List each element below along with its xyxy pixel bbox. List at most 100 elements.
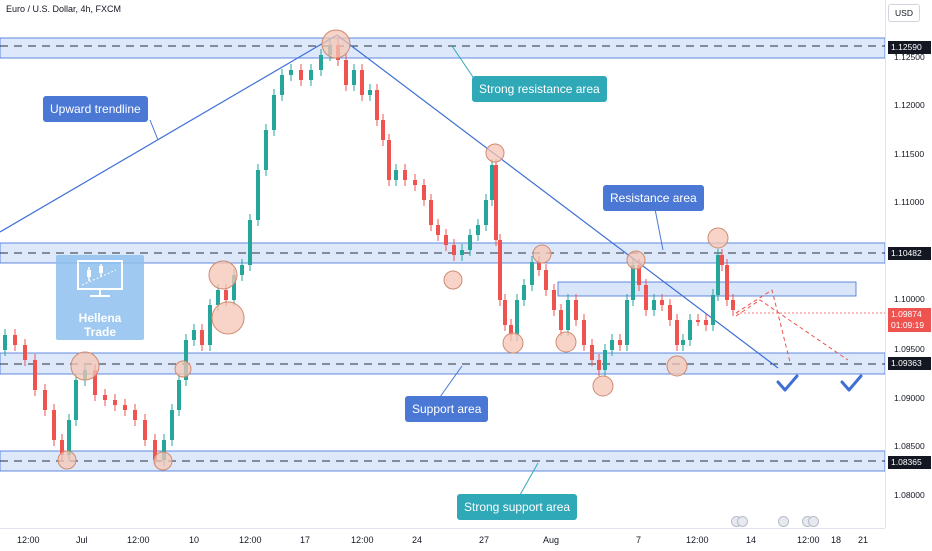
candle-body — [716, 255, 720, 295]
candle-body — [660, 300, 664, 305]
time-tick: 10 — [189, 535, 200, 545]
candle-body — [515, 300, 519, 335]
candle-body — [509, 325, 513, 335]
callout-pointer — [439, 365, 463, 398]
candle-body — [530, 262, 534, 285]
candle-body — [272, 95, 276, 130]
highlight-circle — [57, 450, 77, 470]
highlight-circle — [153, 451, 173, 471]
candle-body — [394, 170, 398, 180]
time-tick: 21 — [858, 535, 869, 545]
time-tick: 12:00 — [797, 535, 820, 545]
time-tick: 7 — [636, 535, 642, 545]
candle-body — [484, 200, 488, 225]
time-tick: 12:00 — [686, 535, 709, 545]
candle-body — [143, 420, 147, 440]
candle-body — [422, 185, 426, 200]
us-flag-icon[interactable] — [778, 516, 789, 527]
candle-body — [344, 60, 348, 85]
candle-body — [264, 130, 268, 170]
highlight-circle — [211, 301, 245, 335]
candle-body — [248, 220, 252, 265]
candle-body — [184, 340, 188, 380]
highlight-circle — [485, 143, 505, 163]
time-tick: 12:00 — [351, 535, 374, 545]
time-axis[interactable]: 12:00 Jul 12:00 10 12:00 17 12:00 24 27 … — [0, 528, 885, 551]
candle-body — [256, 170, 260, 220]
candle-body — [403, 170, 407, 180]
chart-pane[interactable]: Euro / U.S. Dollar, 4h, FXCM Hellena Tra… — [0, 0, 885, 528]
support-zone — [0, 352, 885, 375]
candle-body — [23, 345, 27, 360]
strong-resistance-label[interactable]: Strong resistance area — [472, 76, 607, 102]
support-area-label[interactable]: Support area — [405, 396, 489, 422]
candle-body — [368, 90, 372, 95]
candle-body — [93, 370, 97, 395]
candle-body — [208, 305, 212, 345]
candle-body — [552, 290, 556, 310]
us-flag-icon[interactable] — [737, 516, 748, 527]
candle-body — [652, 300, 656, 310]
price-tick: 1.11500 — [894, 149, 925, 159]
callout-pointer — [149, 119, 159, 141]
candle-body — [309, 70, 313, 80]
highlight-circle — [532, 244, 552, 264]
candle-body — [216, 290, 220, 305]
watermark-line2: Trade — [83, 325, 116, 339]
candle-body — [240, 265, 244, 275]
time-tick: 17 — [300, 535, 311, 545]
price-axis[interactable]: 1.12500 1.12000 1.11500 1.11000 1.10000 … — [885, 0, 932, 528]
price-tick: 1.09000 — [894, 393, 925, 403]
candle-body — [675, 320, 679, 345]
candle-body — [13, 335, 17, 345]
time-tick: Aug — [543, 535, 560, 545]
strong-support-zone — [0, 450, 885, 472]
highlight-circle — [443, 270, 463, 290]
candle-body — [704, 320, 708, 325]
level-badge-resistance: 1.10482 — [888, 247, 931, 260]
currency-button[interactable]: USD — [888, 4, 920, 22]
candle-body — [544, 270, 548, 290]
candle-body — [460, 250, 464, 255]
candle-body — [696, 320, 700, 322]
highlight-circle — [208, 260, 238, 290]
candle-body — [133, 410, 137, 420]
us-flag-icon[interactable] — [808, 516, 819, 527]
strong-support-label[interactable]: Strong support area — [457, 494, 578, 520]
candle-body — [436, 225, 440, 235]
checkmark-icon — [840, 374, 863, 392]
symbol-title: Euro / U.S. Dollar, 4h, FXCM — [6, 4, 122, 14]
level-badge-strong-resistance: 1.12590 — [888, 41, 931, 54]
candle-body — [610, 340, 614, 350]
price-chart[interactable] — [0, 0, 885, 528]
time-tick: Jul — [76, 535, 88, 545]
time-tick: 24 — [412, 535, 423, 545]
time-tick: 27 — [479, 535, 490, 545]
resistance-area-label[interactable]: Resistance area — [603, 185, 704, 211]
candle-body — [490, 165, 494, 200]
upward-trendline-label[interactable]: Upward trendline — [43, 96, 148, 122]
candle-body — [681, 340, 685, 345]
candle-body — [494, 165, 498, 240]
candle-body — [103, 395, 107, 400]
level-badge-support: 1.09363 — [888, 357, 931, 370]
candle-body — [476, 225, 480, 235]
candle-body — [413, 180, 417, 185]
checkmark-icon — [776, 374, 799, 392]
candle-body — [590, 345, 594, 360]
candle-body — [637, 265, 641, 285]
candle-body — [618, 340, 622, 345]
candle-body — [123, 405, 127, 410]
candle-body — [113, 400, 117, 405]
candle-body — [280, 75, 284, 95]
mini-resistance-zone — [557, 281, 857, 297]
level-badge-strong-support: 1.08365 — [888, 456, 931, 469]
watermark-line1: Hellena — [78, 311, 122, 325]
candle-body — [631, 265, 635, 300]
highlight-circle — [321, 29, 351, 59]
candle-body — [33, 360, 37, 390]
upward-trendline — [0, 34, 338, 233]
candle-body — [720, 255, 724, 265]
candle-body — [177, 380, 181, 410]
candle-body — [153, 440, 157, 460]
